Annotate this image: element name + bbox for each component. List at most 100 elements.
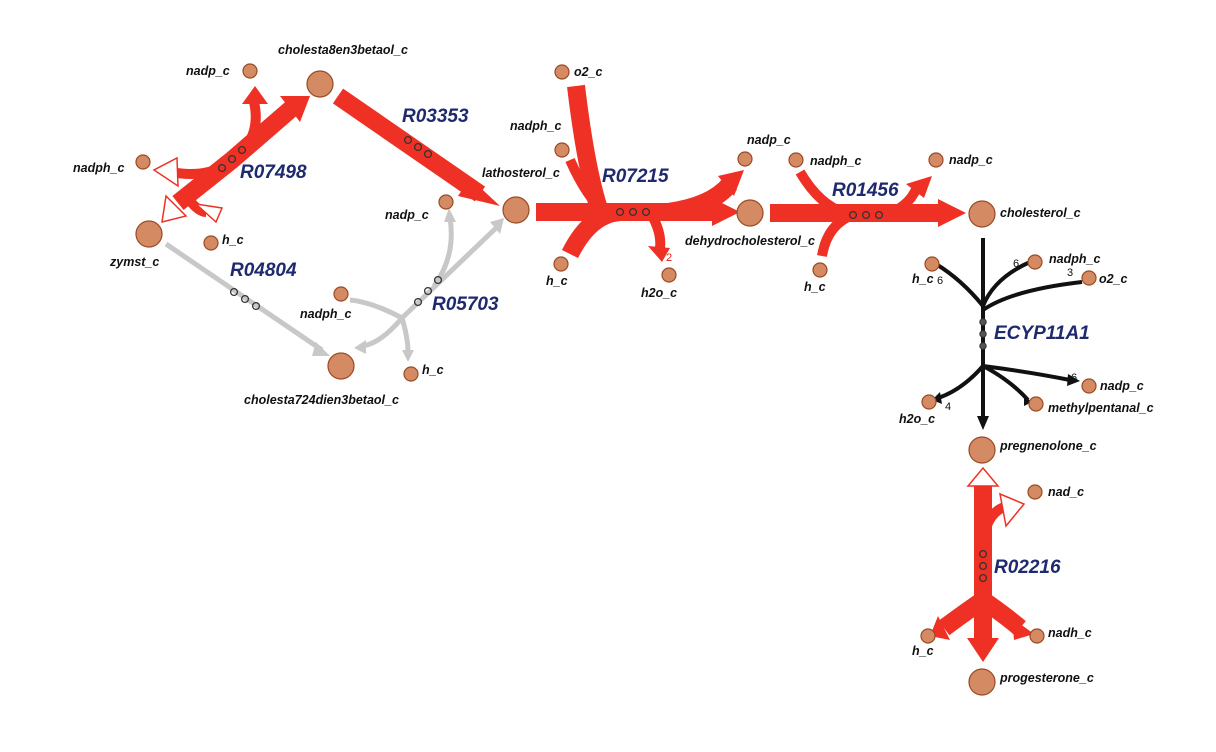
reaction-r05703[interactable]: R05703 <box>349 208 504 362</box>
r03353-midmarker <box>403 135 413 145</box>
ecyp11a1-o2-stoich: 3 <box>1067 267 1073 279</box>
ecyp11a1-methylpentanal-arrowhead <box>1024 396 1032 406</box>
node-nadph-c[interactable] <box>554 142 570 158</box>
node-nadp-c[interactable] <box>438 194 454 210</box>
reaction-r07498[interactable]: R07498 <box>152 86 310 224</box>
ecyp11a1-h-branch <box>934 262 985 308</box>
r02216-midmarker <box>978 573 988 583</box>
r07498-h-open-head <box>193 202 224 224</box>
r07498-nadph-branch <box>170 161 229 179</box>
node-h-c[interactable] <box>920 628 936 644</box>
r07215-h2o-arrowhead <box>648 246 670 262</box>
label-zymst-c: zymst_c <box>109 255 159 269</box>
r05703-midmarker <box>413 297 423 307</box>
r01456-midmarker <box>861 210 871 220</box>
label-h-c: h_c <box>912 272 934 286</box>
node-nadph-c[interactable] <box>333 286 349 302</box>
node-h-c[interactable] <box>203 235 219 251</box>
node-nadph-c[interactable] <box>135 154 151 170</box>
ecyp11a1-nadp-branch <box>982 364 1071 382</box>
node-h-c[interactable] <box>924 256 940 272</box>
label-h-c: h_c <box>222 233 244 247</box>
r02216-nadh-arrowhead <box>1012 618 1034 640</box>
r02216-midmarker <box>978 549 988 559</box>
r04804-arrowhead <box>312 342 330 356</box>
node-dehydrocholesterol-c[interactable] <box>736 199 764 227</box>
node-nad-c[interactable] <box>1027 484 1043 500</box>
node-cholesta724dien3betaol-c[interactable] <box>327 352 355 380</box>
node-lathosterol-c[interactable] <box>502 196 530 224</box>
node-pregnenolone-c[interactable] <box>968 436 996 464</box>
node-nadp-c[interactable] <box>737 151 753 167</box>
r02216-product-arrowhead <box>967 638 999 662</box>
label-lathosterol-c: lathosterol_c <box>482 166 560 180</box>
r01456-h-branch <box>817 208 862 257</box>
r07498-nadp-arrowhead <box>242 86 268 104</box>
r07215-nadp-branch <box>666 177 737 221</box>
metabolite-labels: nadp_c cholesta8en3betaol_c nadph_c zyms… <box>73 43 1154 685</box>
ecyp11a1-main-arrowhead <box>977 416 989 430</box>
node-nadph-c[interactable] <box>1027 254 1043 270</box>
reaction-r01456[interactable]: R01456 <box>770 169 966 257</box>
label-nadp-c: nadp_c <box>747 133 791 147</box>
r01456-midmarker <box>874 210 884 220</box>
reaction-ecyp11a1[interactable]: 6 6 3 4 6 ECYP11A1 <box>932 238 1090 430</box>
node-h-c[interactable] <box>553 256 569 272</box>
node-nadp-c[interactable] <box>928 152 944 168</box>
label-nadph-c: nadph_c <box>73 161 124 175</box>
node-nadh-c[interactable] <box>1029 628 1045 644</box>
ecyp11a1-h2o-stoich: 4 <box>945 401 951 413</box>
node-h-c[interactable] <box>812 262 828 278</box>
r05703-product-arrowhead <box>490 218 504 234</box>
r05703-nadp-branch <box>431 217 454 288</box>
r04804-segment <box>164 241 324 353</box>
node-nadp-c[interactable] <box>242 63 258 79</box>
node-h-c[interactable] <box>403 366 419 382</box>
r07215-h2o-stoich: 2 <box>666 252 672 264</box>
node-h2o-c[interactable] <box>661 267 677 283</box>
ecyp11a1-label: ECYP11A1 <box>994 323 1090 344</box>
r03353-label: R03353 <box>402 106 469 127</box>
ecyp11a1-h2o-branch <box>937 364 985 400</box>
label-o2-c: o2_c <box>1099 272 1128 286</box>
label-h-c: h_c <box>804 280 826 294</box>
label-dehydrocholesterol-c: dehydrocholesterol_c <box>685 234 815 248</box>
ecyp11a1-midmarker <box>979 342 987 350</box>
node-methylpentanal-c[interactable] <box>1028 396 1044 412</box>
label-pregnenolone-c: pregnenolone_c <box>999 439 1097 453</box>
ecyp11a1-nadp-stoich: 6 <box>1071 372 1077 384</box>
r05703-nadph-branch <box>349 297 404 321</box>
label-methylpentanal-c: methylpentanal_c <box>1048 401 1154 415</box>
r02216-midmarker <box>978 561 988 571</box>
r07498-product-arrowhead <box>280 96 310 122</box>
r05703-h-arrowhead <box>402 350 414 362</box>
node-cholesterol-c[interactable] <box>968 200 996 228</box>
label-h2o-c: h2o_c <box>899 412 935 426</box>
node-nadph-c[interactable] <box>788 152 804 168</box>
reaction-r04804[interactable]: R04804 <box>164 241 330 356</box>
node-o2-c[interactable] <box>1081 270 1097 286</box>
r05703-main-segment <box>400 226 498 320</box>
label-nadp-c: nadp_c <box>1100 379 1144 393</box>
reaction-r07215[interactable]: 2 R07215 <box>536 84 744 264</box>
label-h-c: h_c <box>546 274 568 288</box>
r01456-nadp-arrowhead <box>906 176 932 198</box>
node-cholesta8en3betaol-c[interactable] <box>306 70 334 98</box>
node-progesterone-c[interactable] <box>968 668 996 696</box>
node-o2-c[interactable] <box>554 64 570 80</box>
r07215-h2o-branch <box>645 209 666 249</box>
node-nadp-c[interactable] <box>1081 378 1097 394</box>
node-h2o-c[interactable] <box>921 394 937 410</box>
r07498-midmarker <box>237 145 247 155</box>
r04804-label: R04804 <box>230 260 297 281</box>
ecyp11a1-nadph-branch <box>981 260 1031 307</box>
label-nadp-c: nadp_c <box>949 153 993 167</box>
node-zymst-c[interactable] <box>135 220 163 248</box>
reaction-r03353[interactable]: R03353 <box>332 88 500 206</box>
r01456-main-arrowhead <box>938 199 966 227</box>
r07215-h-branch <box>561 203 622 259</box>
r07498-midmarker <box>227 154 237 164</box>
r02216-substrate-open-head <box>966 466 1000 487</box>
label-nadph-c: nadph_c <box>1049 252 1100 266</box>
label-nadph-c: nadph_c <box>510 119 561 133</box>
